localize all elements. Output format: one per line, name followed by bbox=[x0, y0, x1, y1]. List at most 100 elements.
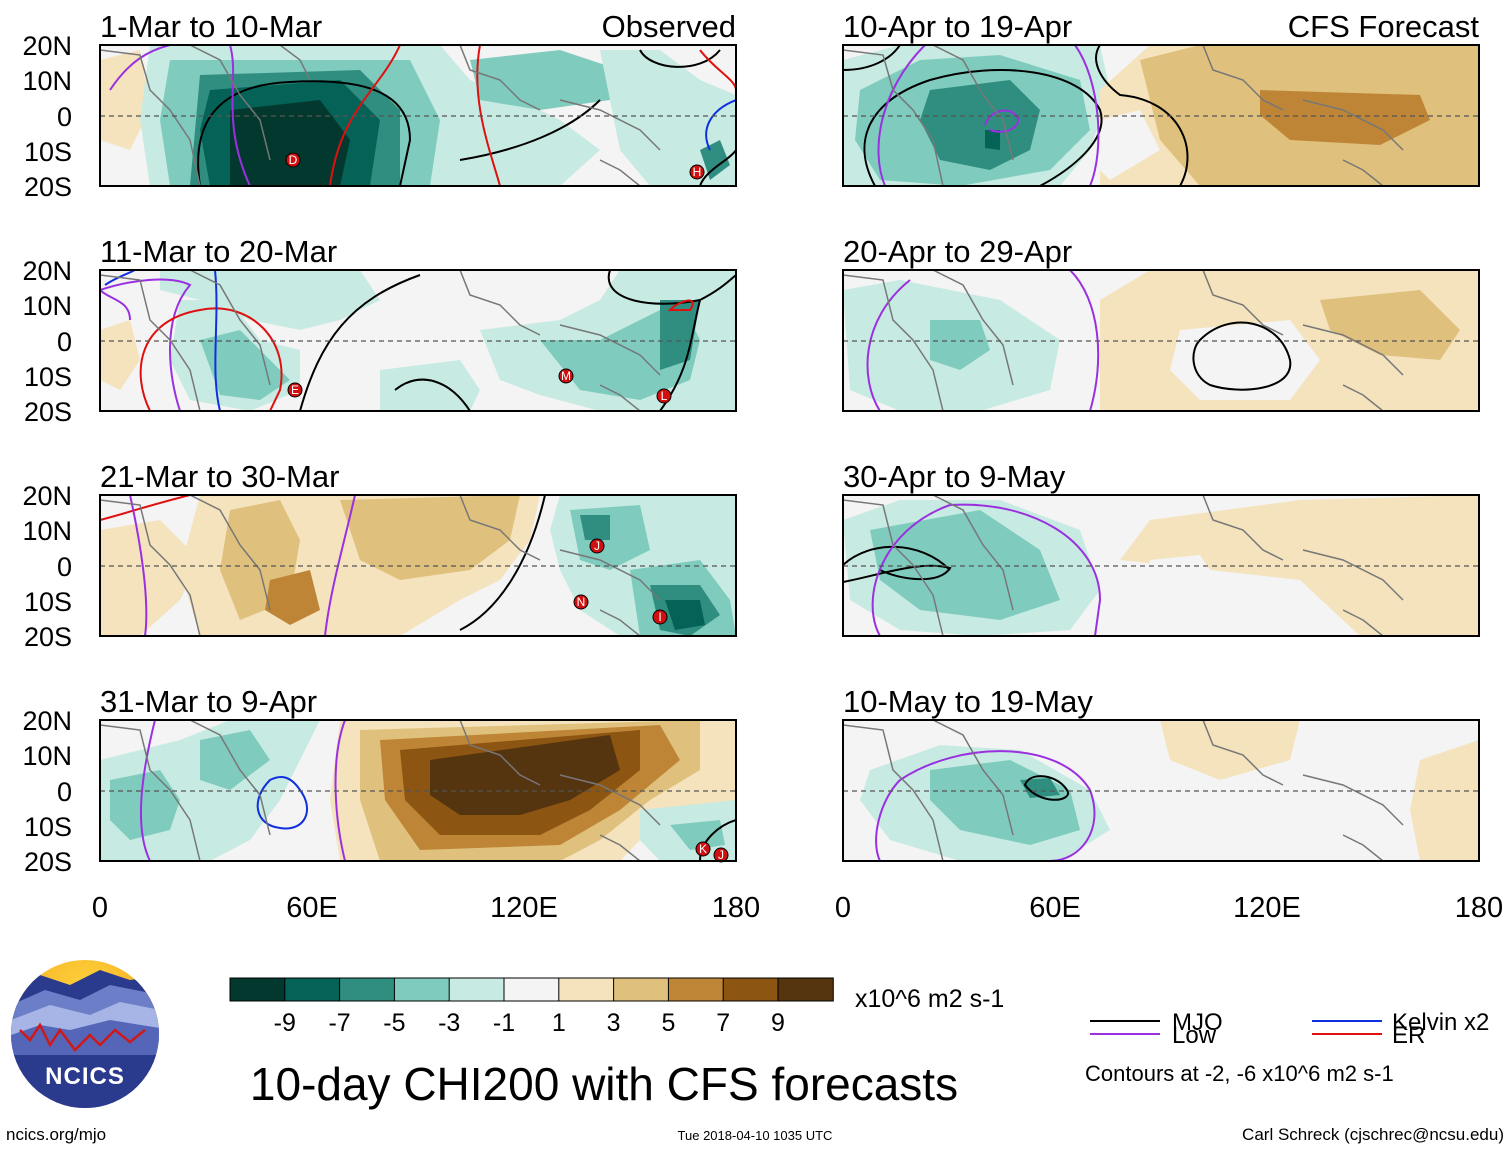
svg-text:N: N bbox=[577, 595, 586, 609]
colorbar-label: -5 bbox=[383, 1009, 405, 1037]
colorbar-swatch bbox=[229, 977, 286, 1002]
lat-label: 20N bbox=[22, 481, 72, 511]
panel-frame bbox=[842, 44, 1480, 187]
panel-title: 31-Mar to 9-Apr bbox=[100, 684, 317, 719]
svg-text:J: J bbox=[594, 539, 600, 553]
wave-contours bbox=[109, 45, 736, 186]
colorbar-swatch bbox=[448, 977, 506, 1002]
lat-label: 20S bbox=[24, 622, 72, 652]
lon-label: 120E bbox=[1233, 892, 1301, 924]
svg-text:L: L bbox=[661, 389, 668, 403]
contour-note: Contours at -2, -6 x10^6 m2 s-1 bbox=[1085, 1061, 1394, 1086]
longitude-axis-left: 0 60E 120E 180 bbox=[92, 892, 760, 924]
storm-marker: K bbox=[695, 841, 711, 857]
latitude-axis-p3: 20N 10N 0 10S 20S bbox=[22, 706, 72, 877]
lat-label: 10S bbox=[24, 812, 72, 842]
svg-text:D: D bbox=[289, 153, 298, 167]
panel-3-observed: J N I 21-Mar to 30-Mar bbox=[99, 459, 737, 637]
svg-text:J: J bbox=[718, 848, 724, 862]
lat-label: 10S bbox=[24, 137, 72, 167]
panel-title: 10-May to 19-May bbox=[843, 684, 1093, 719]
storm-marker: L bbox=[656, 388, 672, 404]
latitude-axis-p0: 20N 10N 0 10S 20S bbox=[22, 31, 72, 202]
panel-8-forecast: 10-May to 19-May bbox=[842, 684, 1480, 862]
colorbar-swatch bbox=[339, 977, 396, 1002]
coastlines bbox=[100, 720, 661, 861]
panel-title: 21-Mar to 30-Mar bbox=[100, 459, 339, 494]
colorbar-swatch bbox=[503, 977, 560, 1002]
lat-label: 0 bbox=[57, 777, 72, 807]
svg-text:E: E bbox=[291, 383, 299, 397]
colorbar-label: -3 bbox=[438, 1009, 460, 1037]
colorbar-swatch bbox=[722, 977, 780, 1002]
storm-marker: I bbox=[652, 609, 668, 625]
storm-marker: E bbox=[287, 382, 303, 398]
wave-contours bbox=[875, 750, 1096, 861]
storm-marker: N bbox=[573, 594, 589, 610]
lat-label: 0 bbox=[57, 102, 72, 132]
lon-label: 180 bbox=[1455, 892, 1503, 924]
colorbar-label: -9 bbox=[274, 1009, 296, 1037]
panel-6-forecast: 20-Apr to 29-Apr bbox=[842, 234, 1480, 412]
forecast-label: CFS Forecast bbox=[1288, 9, 1480, 44]
legend-label: ER bbox=[1392, 1022, 1425, 1049]
legend: MJO Kelvin x2 Low ER Contours at -2, -6 … bbox=[1085, 1009, 1489, 1086]
wave-contours bbox=[100, 495, 546, 636]
lat-label: 20N bbox=[22, 256, 72, 286]
colorbar-swatch bbox=[613, 977, 670, 1002]
storm-marker: H bbox=[689, 164, 705, 180]
panel-2-observed: E M L 11-Mar to 20-Mar bbox=[99, 234, 737, 412]
colorbar-swatch bbox=[284, 977, 341, 1002]
legend-label: Low bbox=[1172, 1022, 1217, 1049]
colorbar-label: 7 bbox=[716, 1009, 730, 1037]
ncics-logo: NCICS bbox=[11, 960, 159, 1108]
lat-label: 0 bbox=[57, 327, 72, 357]
wave-contours bbox=[843, 45, 1189, 186]
panel-title: 1-Mar to 10-Mar bbox=[100, 9, 322, 44]
author-contact[interactable]: Carl Schreck (cjschrec@ncsu.edu) bbox=[1242, 1125, 1504, 1144]
website-link[interactable]: ncics.org/mjo bbox=[6, 1125, 106, 1144]
panel-title: 30-Apr to 9-May bbox=[843, 459, 1066, 494]
coastlines bbox=[100, 495, 661, 636]
units-label: x10^6 m2 s-1 bbox=[855, 985, 1004, 1013]
latitude-axis-p1: 20N 10N 0 10S 20S bbox=[22, 256, 72, 427]
lon-label: 60E bbox=[286, 892, 338, 924]
lat-label: 20S bbox=[24, 847, 72, 877]
storm-marker: M bbox=[558, 368, 574, 384]
svg-text:I: I bbox=[658, 610, 661, 624]
panel-frame bbox=[842, 719, 1480, 862]
panel-title: 10-Apr to 19-Apr bbox=[843, 9, 1072, 44]
lon-label: 60E bbox=[1029, 892, 1081, 924]
lat-label: 20N bbox=[22, 706, 72, 736]
wave-contours bbox=[866, 270, 1292, 411]
colorbar: -9 -7 -5 -3 -1 1 3 5 7 9 bbox=[229, 977, 834, 1037]
longitude-axis-right: 0 60E 120E 180 bbox=[835, 892, 1503, 924]
colorbar-label: -7 bbox=[328, 1009, 350, 1037]
coastlines bbox=[100, 270, 661, 411]
main-title: 10-day CHI200 with CFS forecasts bbox=[250, 1058, 958, 1110]
legend-label: Kelvin x2 bbox=[1392, 1009, 1489, 1036]
anomaly-shading bbox=[843, 495, 1479, 636]
panel-4-observed: K J 31-Mar to 9-Apr bbox=[99, 684, 737, 863]
lat-label: 20N bbox=[22, 31, 72, 61]
panel-frame bbox=[842, 269, 1480, 412]
panel-frame bbox=[99, 269, 737, 412]
colorbar-label: 9 bbox=[771, 1009, 785, 1037]
anomaly-shading bbox=[843, 45, 1479, 186]
colorbar-swatch bbox=[777, 977, 834, 1002]
lon-label: 0 bbox=[92, 892, 108, 924]
coastlines bbox=[843, 270, 1404, 411]
coastlines bbox=[100, 45, 661, 186]
panel-frame bbox=[99, 44, 737, 187]
colorbar-label: -1 bbox=[493, 1009, 515, 1037]
colorbar-label: 5 bbox=[661, 1009, 675, 1037]
colorbar-swatch bbox=[667, 977, 725, 1002]
legend-label: MJO bbox=[1172, 1009, 1223, 1036]
colorbar-swatch bbox=[558, 977, 615, 1002]
panel-frame bbox=[842, 494, 1480, 637]
storm-marker: D bbox=[285, 152, 301, 168]
lat-label: 10S bbox=[24, 587, 72, 617]
panel-title: 20-Apr to 29-Apr bbox=[843, 234, 1072, 269]
panel-frame bbox=[99, 494, 737, 637]
